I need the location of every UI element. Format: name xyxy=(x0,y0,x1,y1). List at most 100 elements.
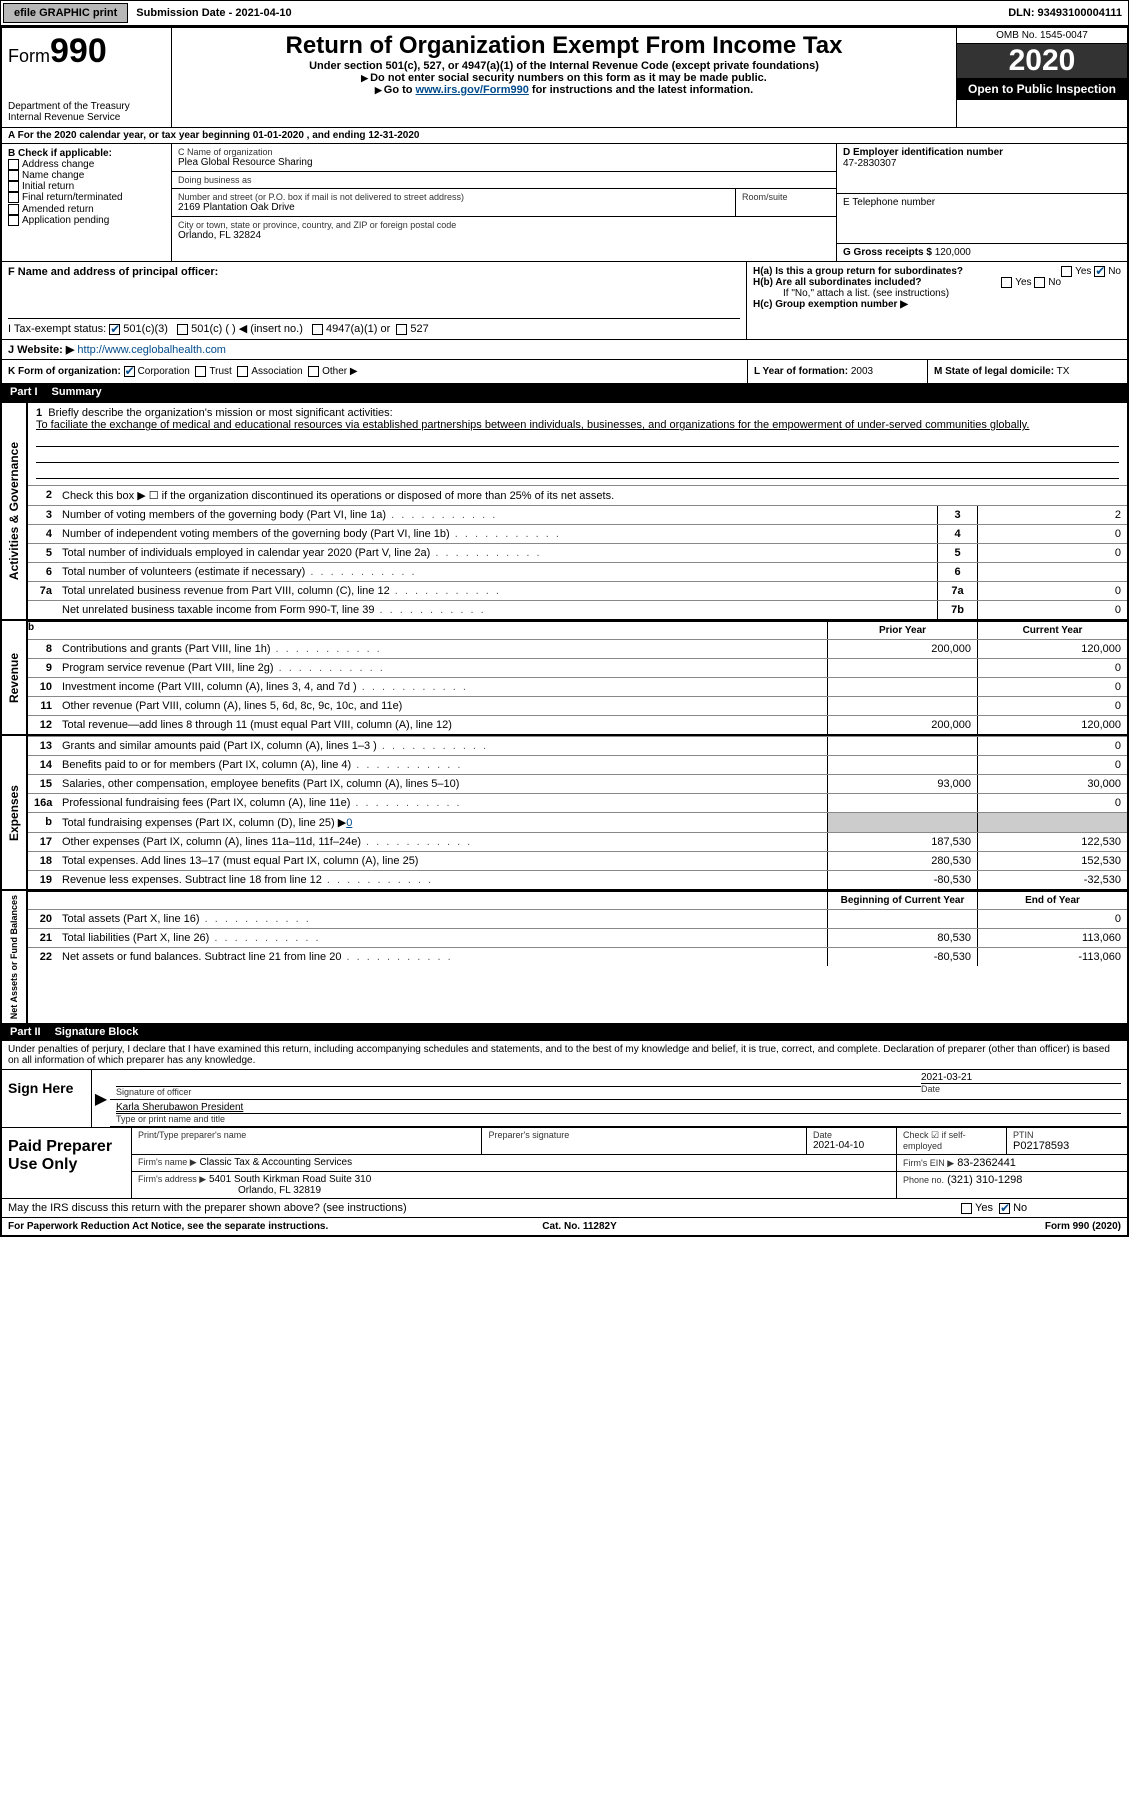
line-1: 1 Briefly describe the organization's mi… xyxy=(28,403,1127,485)
officer-sig-field: Signature of officer xyxy=(116,1072,921,1097)
ha-no[interactable] xyxy=(1094,266,1105,277)
cb-association[interactable] xyxy=(237,366,248,377)
ein-cell: D Employer identification number 47-2830… xyxy=(837,144,1127,194)
firm-ein-value: 83-2362441 xyxy=(957,1157,1016,1169)
line-8-cy: 120,000 xyxy=(977,640,1127,658)
line-2-desc: Check this box ▶ ☐ if the organization d… xyxy=(58,486,1127,505)
opt-501c3: 501(c)(3) xyxy=(123,323,168,335)
line-7b-desc: Net unrelated business taxable income fr… xyxy=(58,601,937,619)
gross-receipts-value: 120,000 xyxy=(935,247,971,258)
part-1-num: Part I xyxy=(10,386,46,398)
pp-check-label: Check ☑ if self-employed xyxy=(903,1130,1000,1151)
hb-note: If "No," attach a list. (see instruction… xyxy=(753,288,1121,299)
vlabel-net-assets: Net Assets or Fund Balances xyxy=(7,891,21,1023)
line-16b-desc: Total fundraising expenses (Part IX, col… xyxy=(58,813,827,832)
no-label: No xyxy=(1108,266,1121,277)
discuss-no[interactable] xyxy=(999,1203,1010,1214)
firm-ein-label: Firm's EIN ▶ xyxy=(903,1158,954,1168)
boy-hdr: Beginning of Current Year xyxy=(827,892,977,909)
cb-501c[interactable] xyxy=(177,324,188,335)
blank-line xyxy=(36,465,1119,479)
line-16b-val: 0 xyxy=(346,817,352,829)
firm-name-value: Classic Tax & Accounting Services xyxy=(199,1157,352,1168)
box-k-label: K Form of organization: xyxy=(8,366,121,377)
cb-501c3[interactable] xyxy=(109,324,120,335)
section-a: A For the 2020 calendar year, or tax yea… xyxy=(2,127,1127,143)
line-17-desc: Other expenses (Part IX, column (A), lin… xyxy=(58,833,827,851)
ha-label: H(a) Is this a group return for subordin… xyxy=(753,266,963,277)
line-16a-cy: 0 xyxy=(977,794,1127,812)
open-to-public: Open to Public Inspection xyxy=(957,78,1127,100)
line-22-eoy: -113,060 xyxy=(977,948,1127,966)
line-19-desc: Revenue less expenses. Subtract line 18 … xyxy=(58,871,827,889)
line-9-desc: Program service revenue (Part VIII, line… xyxy=(58,659,827,677)
hb-yes[interactable] xyxy=(1001,277,1012,288)
line-22-desc: Net assets or fund balances. Subtract li… xyxy=(58,948,827,966)
org-name-label: C Name of organization xyxy=(178,147,830,157)
cb-trust[interactable] xyxy=(195,366,206,377)
vlabel-expenses: Expenses xyxy=(5,781,23,845)
current-year-hdr: Current Year xyxy=(977,622,1127,639)
tax-exempt-label: I Tax-exempt status: xyxy=(8,323,106,335)
box-l-label: L Year of formation: xyxy=(754,366,848,377)
box-l-value: 2003 xyxy=(851,366,873,377)
section-a-text: A For the 2020 calendar year, or tax yea… xyxy=(8,130,419,141)
paid-preparer-block: Paid Preparer Use Only Print/Type prepar… xyxy=(2,1127,1127,1198)
cb-address-change[interactable]: Address change xyxy=(8,159,165,170)
submission-date-label: Submission Date - 2021-04-10 xyxy=(130,7,297,19)
yes-label: Yes xyxy=(1075,266,1091,277)
line-10-py xyxy=(827,678,977,696)
hb-no[interactable] xyxy=(1034,277,1045,288)
line-18-py: 280,530 xyxy=(827,852,977,870)
box-m: M State of legal domicile: TX xyxy=(927,360,1127,383)
header-left: Form990 Department of the Treasury Inter… xyxy=(2,28,172,127)
revenue-header-row: bPrior YearCurrent Year xyxy=(28,621,1127,639)
pp-date-label: Date xyxy=(813,1130,890,1140)
website-link[interactable]: http://www.ceglobalhealth.com xyxy=(77,344,226,356)
cb-4947[interactable] xyxy=(312,324,323,335)
officer-name-value: Karla Sherubawon President xyxy=(116,1102,1121,1113)
cb-amended-return[interactable]: Amended return xyxy=(8,204,165,215)
officer-sig-row: Signature of officer 2021-03-21 Date xyxy=(110,1070,1127,1100)
part-2-header: Part II Signature Block xyxy=(2,1023,1127,1041)
box-b-title: B Check if applicable: xyxy=(8,148,165,159)
line-2: 2Check this box ▶ ☐ if the organization … xyxy=(28,485,1127,505)
header-mid: Return of Organization Exempt From Incom… xyxy=(172,28,957,127)
line-8-desc: Contributions and grants (Part VIII, lin… xyxy=(58,640,827,658)
line-9-py xyxy=(827,659,977,677)
cb-527[interactable] xyxy=(396,324,407,335)
ein-value: 47-2830307 xyxy=(843,158,1121,169)
line-14-py xyxy=(827,756,977,774)
line-11: 11Other revenue (Part VIII, column (A), … xyxy=(28,696,1127,715)
cb-application-pending[interactable]: Application pending xyxy=(8,215,165,226)
cb-other[interactable] xyxy=(308,366,319,377)
discuss-yes[interactable] xyxy=(961,1203,972,1214)
sig-date-value: 2021-03-21 xyxy=(921,1072,1121,1083)
instructions-link[interactable]: www.irs.gov/Form990 xyxy=(416,84,529,96)
cb-name-change[interactable]: Name change xyxy=(8,170,165,181)
opt-501c: 501(c) ( ) ◀ (insert no.) xyxy=(191,323,303,335)
line-10: 10Investment income (Part VIII, column (… xyxy=(28,677,1127,696)
firm-addr-label: Firm's address ▶ xyxy=(138,1174,206,1184)
blank-line xyxy=(36,449,1119,463)
efile-print-button[interactable]: efile GRAPHIC print xyxy=(3,3,128,23)
opt-corporation: Corporation xyxy=(138,366,190,377)
goto-prefix: Go to xyxy=(384,84,416,96)
section-expenses: Expenses 13Grants and similar amounts pa… xyxy=(2,734,1127,889)
no-label: No xyxy=(1013,1202,1027,1214)
ha-yes[interactable] xyxy=(1061,266,1072,277)
hc-label: H(c) Group exemption number ▶ xyxy=(753,299,908,310)
cb-initial-return[interactable]: Initial return xyxy=(8,181,165,192)
discuss-text: May the IRS discuss this return with the… xyxy=(8,1202,961,1214)
cb-corporation[interactable] xyxy=(124,366,135,377)
cb-final-return[interactable]: Final return/terminated xyxy=(8,192,165,203)
box-l: L Year of formation: 2003 xyxy=(747,360,927,383)
line-9: 9Program service revenue (Part VIII, lin… xyxy=(28,658,1127,677)
cb-label: Initial return xyxy=(22,181,74,192)
street-label: Number and street (or P.O. box if mail i… xyxy=(178,192,729,202)
line-20-boy xyxy=(827,910,977,928)
address-row: Number and street (or P.O. box if mail i… xyxy=(172,189,836,217)
line-11-py xyxy=(827,697,977,715)
line-13-cy: 0 xyxy=(977,737,1127,755)
line-4-val: 0 xyxy=(977,525,1127,543)
